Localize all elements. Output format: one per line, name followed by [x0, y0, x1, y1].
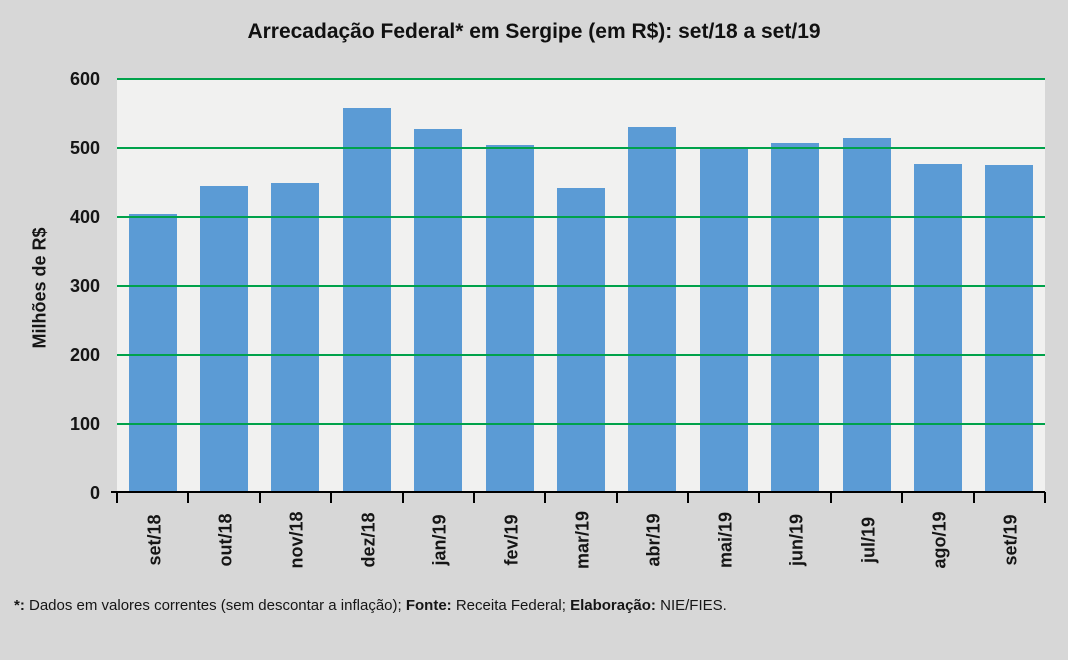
- bar-nov/18: [271, 183, 320, 493]
- x-tick-mark: [330, 492, 333, 503]
- x-category-label-mai/19: mai/19: [715, 511, 736, 569]
- footnote-segment: Receita Federal;: [451, 597, 571, 614]
- bar-mai/19: [699, 148, 748, 493]
- bar-fev/19: [485, 144, 534, 493]
- plot-area: [117, 78, 1045, 493]
- x-axis-line: [111, 491, 1045, 493]
- x-tick-mark: [829, 492, 832, 503]
- x-tick-mark: [258, 492, 261, 503]
- x-tick-mark: [187, 492, 190, 503]
- x-tick-mark: [758, 492, 761, 503]
- x-category-label-jan/19: jan/19: [429, 514, 450, 566]
- bar-mar/19: [557, 188, 605, 493]
- x-category-label-out/18: out/18: [215, 513, 236, 567]
- bar-dez/18: [342, 107, 391, 493]
- x-tick-mark: [401, 492, 404, 503]
- bar-ago/19: [913, 163, 962, 493]
- gridline-500: [117, 147, 1045, 149]
- y-tick-label-200: 200: [69, 345, 100, 365]
- gridline-200: [117, 354, 1045, 356]
- y-tick-label-500: 500: [69, 138, 100, 158]
- x-category-label-abr/19: abr/19: [643, 513, 664, 567]
- y-tick-label-100: 100: [69, 414, 100, 434]
- x-tick-mark: [116, 492, 118, 503]
- y-tick-label-400: 400: [69, 207, 100, 227]
- footnote-segment: *:: [14, 597, 25, 614]
- bar-jun/19: [771, 143, 820, 493]
- x-tick-mark: [901, 492, 904, 503]
- x-tick-mark: [687, 492, 690, 503]
- x-category-label-dez/18: dez/18: [358, 512, 379, 568]
- x-tick-mark: [615, 492, 618, 503]
- footnote: *: Dados em valores correntes (sem desco…: [14, 597, 727, 614]
- gridline-600: [117, 78, 1045, 80]
- x-tick-mark: [972, 492, 975, 503]
- y-tick-label-300: 300: [69, 276, 100, 296]
- footnote-segment: Dados em valores correntes (sem desconta…: [24, 597, 406, 614]
- x-category-label-mar/19: mar/19: [572, 510, 593, 570]
- x-tick-mark: [472, 492, 475, 503]
- chart-title: Arrecadação Federal* em Sergipe (em R$):…: [247, 20, 821, 43]
- footnote-segment: NIE/FIES.: [655, 597, 727, 614]
- x-tick-mark: [544, 492, 547, 503]
- bar-jul/19: [842, 138, 891, 493]
- bar-set/19: [985, 165, 1034, 493]
- x-tick-mark: [1044, 492, 1046, 503]
- footnote-segment: Fonte:: [405, 597, 452, 614]
- gridline-400: [117, 216, 1045, 218]
- x-category-label-nov/18: nov/18: [286, 511, 307, 569]
- bar-out/18: [200, 185, 249, 493]
- x-category-label-fev/19: fev/19: [501, 514, 522, 566]
- gridline-100: [117, 423, 1045, 425]
- x-category-label-set/18: set/18: [144, 514, 165, 566]
- bar-abr/19: [628, 127, 677, 493]
- y-tick-label-600: 600: [69, 69, 100, 89]
- x-category-label-jun/19: jun/19: [786, 513, 807, 567]
- footnote-segment: Elaboração:: [570, 597, 656, 614]
- x-category-label-ago/19: ago/19: [929, 511, 950, 569]
- y-tick-label-0: 0: [89, 483, 100, 503]
- x-category-label-set/19: set/19: [1000, 514, 1021, 566]
- gridline-300: [117, 285, 1045, 287]
- bar-set/18: [128, 213, 177, 493]
- x-category-label-jul/19: jul/19: [858, 516, 879, 564]
- bar-jan/19: [414, 129, 463, 493]
